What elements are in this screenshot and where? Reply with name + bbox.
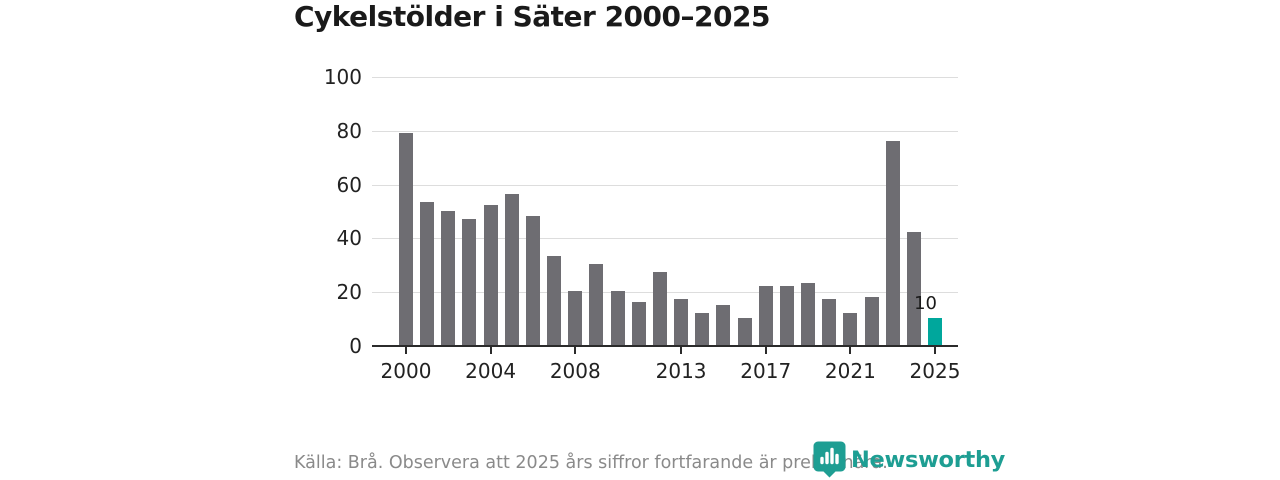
- y-tick-label-100: 100: [323, 65, 362, 89]
- gridline-y-80: [372, 130, 958, 132]
- y-tick-label-60: 60: [336, 172, 362, 197]
- bar-2016: [737, 318, 752, 345]
- bar-2020: [822, 299, 837, 345]
- bar-2014: [695, 312, 710, 345]
- bar-2003: [462, 218, 477, 345]
- gridline-y-40: [372, 238, 958, 240]
- bar-2010: [610, 291, 625, 345]
- chart-title: Cykelstölder i Säter 2000–2025: [294, 0, 770, 33]
- y-axis: 0 20 40 60 80 100: [290, 65, 362, 358]
- plot-area: 2000 2004 2008 2013 2017 2021 2025 10: [372, 77, 960, 383]
- bar-2021: [843, 312, 858, 345]
- x-tick-2021: [849, 347, 852, 354]
- x-tick-label-2008: 2008: [549, 359, 601, 383]
- x-tick-2013: [680, 347, 683, 354]
- bar-2023: [885, 140, 900, 345]
- x-tick-2017: [764, 347, 767, 354]
- x-tick-label-2017: 2017: [740, 359, 792, 383]
- bar-2018: [779, 285, 794, 345]
- bar-2019: [801, 283, 816, 345]
- y-tick-label-80: 80: [336, 118, 362, 143]
- y-tick-label-0: 0: [349, 334, 362, 358]
- bar-2017: [758, 285, 773, 345]
- x-tick-label-2013: 2013: [655, 359, 707, 383]
- x-tick-2000: [405, 347, 407, 354]
- bar-2012: [652, 272, 667, 345]
- bar-2000: [399, 132, 413, 345]
- bar-2008: [568, 291, 583, 345]
- bar-2013: [674, 299, 689, 345]
- x-tick-label-2000: 2000: [380, 359, 432, 383]
- x-tick-label-2025: 2025: [909, 359, 961, 383]
- newsworthy-wordmark: Newsworthy: [851, 446, 1006, 473]
- x-tick-2004: [489, 347, 492, 354]
- bar-2015: [716, 304, 731, 345]
- bar-2022: [864, 296, 879, 345]
- newsworthy-logo[interactable]: Newsworthy: [813, 441, 1005, 478]
- newsworthy-pin-icon: [813, 441, 846, 478]
- source-note: Källa: Brå. Observera att 2025 års siffr…: [294, 453, 888, 473]
- bar-2005: [504, 194, 519, 345]
- value-label-2025: 10: [914, 293, 937, 315]
- bar-2004: [483, 205, 498, 345]
- bar-2002: [441, 210, 456, 345]
- bar-2001: [420, 202, 435, 345]
- gridline-y-100: [372, 77, 958, 78]
- bar-2025: [928, 318, 942, 345]
- gridline-y-60: [372, 184, 958, 186]
- x-axis-line: [372, 345, 958, 347]
- bar-2009: [589, 264, 604, 345]
- y-tick-label-20: 20: [336, 280, 362, 305]
- x-tick-2025: [934, 347, 936, 354]
- bar-2024: [906, 232, 921, 345]
- x-tick-2008: [574, 347, 577, 354]
- y-tick-label-40: 40: [336, 226, 362, 251]
- bar-2011: [631, 301, 646, 345]
- x-tick-label-2004: 2004: [465, 359, 517, 383]
- x-tick-label-2021: 2021: [824, 359, 876, 383]
- bar-2006: [525, 215, 540, 345]
- bar-2007: [547, 256, 562, 345]
